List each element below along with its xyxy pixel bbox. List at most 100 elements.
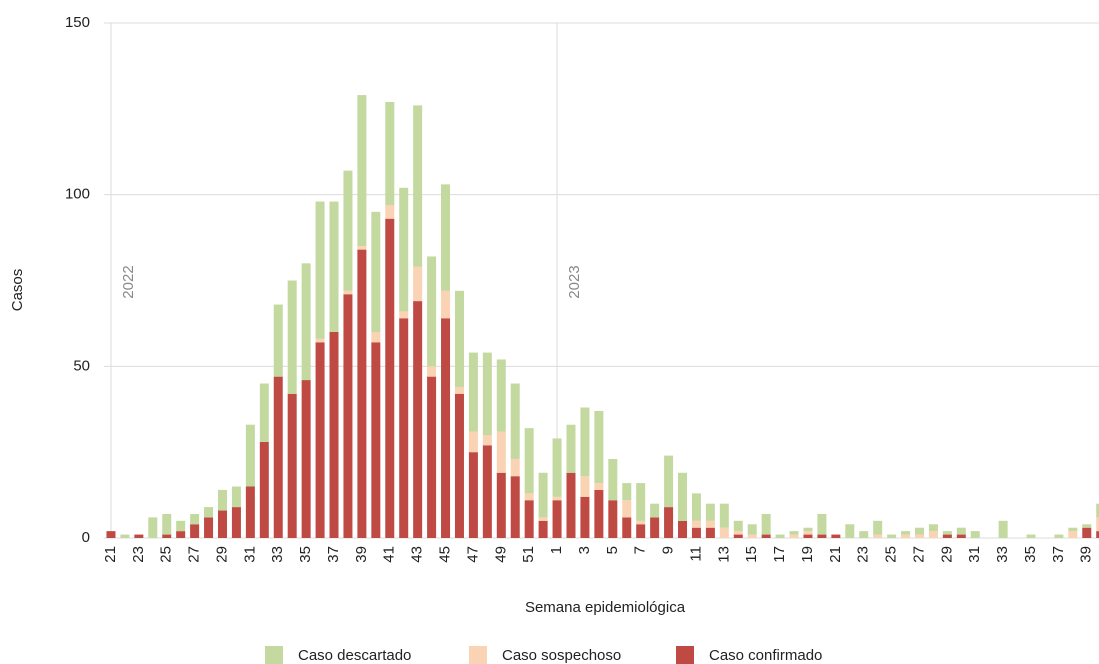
bar-segment	[594, 410, 604, 484]
bar-segment	[552, 496, 562, 501]
bar-segment	[817, 513, 827, 535]
bar-segment	[468, 431, 478, 453]
bar-segment	[371, 332, 381, 343]
bar-segment	[259, 383, 269, 442]
bar-segment	[454, 290, 464, 387]
bar-segment	[371, 342, 381, 538]
x-tick-label: 49	[492, 546, 509, 563]
bar-segment	[496, 472, 506, 538]
bar-segment	[705, 527, 715, 538]
x-tick-label: 37	[325, 546, 342, 563]
bar-segment	[914, 527, 924, 535]
bar-segment	[1096, 517, 1099, 532]
bar-segment	[162, 534, 172, 538]
bar-segment	[817, 534, 827, 538]
y-tick-label: 150	[65, 14, 90, 31]
x-tick-label: 17	[771, 546, 788, 563]
bar-segment	[496, 359, 506, 432]
bar-segment	[441, 318, 451, 538]
bar-segment	[468, 352, 478, 432]
bar-segment	[510, 476, 520, 538]
x-tick-label: 27	[186, 546, 203, 563]
bar-segment	[998, 520, 1008, 538]
bar-segment	[873, 520, 883, 535]
bar-segment	[190, 524, 200, 538]
bar-segment	[608, 459, 618, 501]
legend-swatch	[265, 646, 283, 664]
bar-segment	[231, 486, 241, 508]
x-tick-label: 43	[409, 546, 426, 563]
bar-segment	[315, 338, 325, 343]
y-axis-title: Casos	[9, 269, 26, 312]
x-tick-label: 15	[743, 546, 760, 563]
legend-label: Caso descartado	[298, 647, 411, 664]
bar-segment	[106, 531, 116, 538]
x-tick-label: 13	[715, 546, 732, 563]
x-tick-label: 9	[660, 546, 677, 554]
bar-segment	[733, 520, 743, 532]
x-tick-label: 23	[130, 546, 147, 563]
bar-segment	[901, 534, 911, 538]
x-tick-label: 29	[213, 546, 230, 563]
bar-segment	[678, 472, 688, 521]
bar-segment	[315, 342, 325, 538]
x-tick-label: 7	[632, 546, 649, 554]
x-tick-label: 27	[910, 546, 927, 563]
bar-segment	[399, 187, 409, 312]
bar-segment	[427, 376, 437, 538]
x-tick-label: 3	[576, 546, 593, 554]
bar-segment	[357, 246, 367, 250]
bar-segment	[747, 534, 757, 538]
bar-segment	[859, 531, 869, 538]
bar-segment	[650, 503, 660, 518]
bar-segment	[301, 263, 311, 381]
bar-segment	[594, 489, 604, 538]
bar-segment	[301, 380, 311, 538]
bar-segment	[789, 534, 799, 538]
bar-segment	[385, 204, 395, 219]
bar-segment	[413, 301, 423, 538]
x-tick-label: 23	[855, 546, 872, 563]
bar-segment	[454, 386, 464, 394]
bar-segment	[733, 534, 743, 538]
bar-segment	[552, 500, 562, 538]
bar-segment	[1096, 503, 1099, 518]
bar-segment	[803, 527, 813, 532]
bar-segment	[636, 520, 646, 525]
bar-segment	[608, 500, 618, 538]
bar-segment	[887, 534, 897, 538]
bar-segment	[1082, 527, 1092, 538]
legend-label: Caso confirmado	[709, 647, 822, 664]
bar-segment	[580, 496, 590, 538]
bar-segment	[148, 517, 158, 538]
bar-segment	[217, 510, 227, 538]
bar-segment	[705, 520, 715, 528]
bar-segment	[636, 483, 646, 521]
bar-segment	[636, 524, 646, 538]
x-tick-label: 33	[269, 546, 286, 563]
bar-segment	[1068, 531, 1078, 538]
bar-segment	[385, 218, 395, 538]
x-tick-label: 51	[520, 546, 537, 563]
bar-segment	[831, 534, 841, 538]
bar-segment	[176, 531, 186, 538]
bar-segment	[120, 534, 130, 538]
bar-segment	[468, 452, 478, 538]
x-tick-label: 35	[297, 546, 314, 563]
bar-segment	[454, 393, 464, 538]
bar-segment	[594, 483, 604, 490]
bar-segment	[1096, 531, 1099, 538]
bar-segment	[510, 383, 520, 460]
bar-segment	[482, 445, 492, 538]
x-tick-label: 37	[1050, 546, 1067, 563]
bar-segment	[664, 455, 674, 508]
bar-segment	[204, 517, 214, 538]
bar-segment	[719, 503, 729, 528]
bar-segment	[733, 531, 743, 535]
year-label: 2023	[566, 265, 583, 298]
bar-segment	[538, 517, 548, 521]
legend-label: Caso sospechoso	[502, 647, 621, 664]
bar-segment	[566, 472, 576, 538]
bar-segment	[162, 513, 172, 535]
bar-segment	[524, 428, 534, 494]
